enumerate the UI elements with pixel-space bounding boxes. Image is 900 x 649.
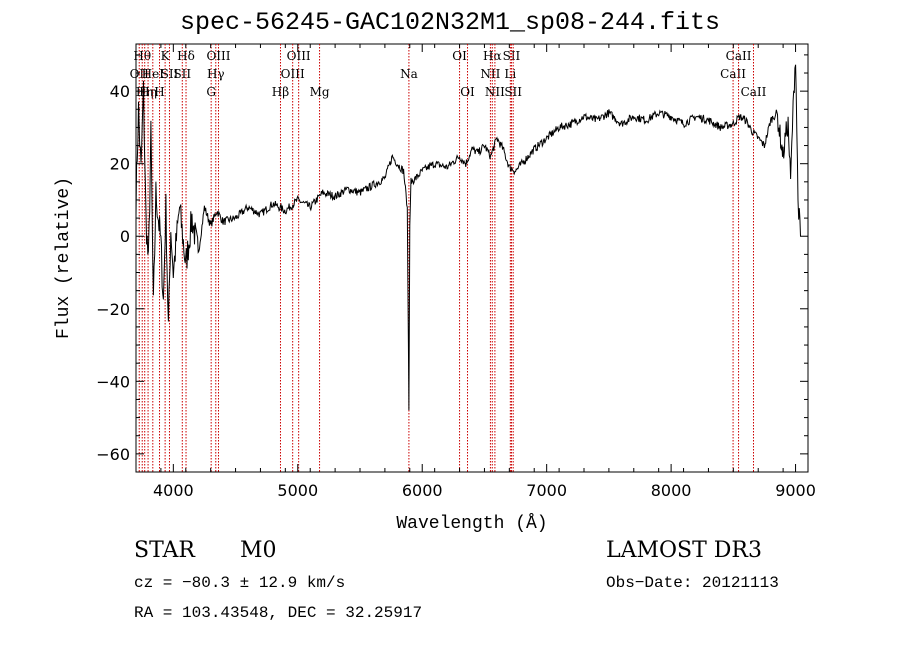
y-tick-label: −40 bbox=[96, 372, 130, 391]
x-tick-label: 7000 bbox=[526, 481, 567, 500]
line-marker-label: Li bbox=[504, 67, 516, 81]
line-marker-label: Mg bbox=[310, 85, 330, 99]
line-marker-label: Na bbox=[400, 67, 418, 81]
line-marker-label: SII bbox=[161, 67, 179, 81]
x-axis-ticks: 4000 5000 6000 7000 8000 9000 bbox=[135, 44, 816, 500]
line-marker-label: SII bbox=[503, 49, 521, 63]
y-tick-label: −20 bbox=[96, 300, 130, 319]
line-marker-label: H bbox=[154, 85, 164, 99]
x-tick-label: 9000 bbox=[775, 481, 816, 500]
x-tick-label: 6000 bbox=[402, 481, 443, 500]
y-tick-label: −60 bbox=[96, 445, 130, 464]
line-marker-label: Hθ bbox=[133, 49, 151, 63]
line-marker-label: NII bbox=[480, 67, 500, 81]
plot-frame bbox=[135, 43, 809, 473]
line-marker-label: OIII bbox=[287, 49, 311, 63]
x-axis-label: Wavelength (Å) bbox=[396, 513, 547, 534]
line-marker-label: OIII bbox=[206, 49, 230, 63]
x-tick-label: 4000 bbox=[153, 481, 194, 500]
line-marker-label: SII bbox=[504, 85, 522, 99]
x-tick-label: 5000 bbox=[277, 481, 318, 500]
x-tick-label: 8000 bbox=[651, 481, 692, 500]
y-tick-label: 0 bbox=[120, 227, 130, 246]
line-marker-label: Hα bbox=[483, 49, 502, 63]
line-marker-label: G bbox=[206, 85, 216, 99]
y-axis-ticks: −60 −40 −20 0 20 40 bbox=[96, 54, 808, 464]
line-marker-label: SII bbox=[173, 67, 191, 81]
line-marker-label: NII bbox=[485, 85, 505, 99]
line-marker-label: OI bbox=[452, 49, 467, 63]
line-marker-label: OI bbox=[460, 85, 475, 99]
line-marker-label: CaII bbox=[726, 49, 752, 63]
y-tick-label: 20 bbox=[110, 155, 130, 174]
line-marker-label: OIII bbox=[281, 67, 305, 81]
line-marker-label: K bbox=[161, 49, 171, 63]
object-subclass: M0 bbox=[240, 538, 277, 563]
line-marker-label: CaII bbox=[720, 67, 746, 81]
line-markers: OIIHθHηHηHeIHKSIISIIHδGHγOIIIHβOIIIOIIIM… bbox=[130, 44, 767, 472]
y-axis-label: Flux (relative) bbox=[54, 177, 74, 339]
line-marker-label: Hη bbox=[136, 85, 154, 99]
line-marker-label: HeI bbox=[142, 67, 165, 81]
observation-date: Obs−Date: 20121113 bbox=[606, 574, 779, 592]
survey-name: LAMOST DR3 bbox=[606, 538, 762, 563]
spectrum-line bbox=[135, 64, 801, 411]
line-marker-label: Hβ bbox=[272, 85, 289, 99]
chart-title: spec-56245-GAC102N32M1_sp08-244.fits bbox=[179, 8, 721, 37]
y-tick-label: 40 bbox=[110, 82, 130, 101]
line-marker-label: CaII bbox=[741, 85, 767, 99]
line-marker-label: Hδ bbox=[177, 49, 195, 63]
redshift-velocity: cz = −80.3 ± 12.9 km/s bbox=[134, 574, 346, 592]
line-marker-label: Hγ bbox=[207, 67, 225, 81]
ra-dec-coordinates: RA = 103.43548, DEC = 32.25917 bbox=[134, 604, 423, 622]
object-class: STAR bbox=[134, 538, 195, 563]
